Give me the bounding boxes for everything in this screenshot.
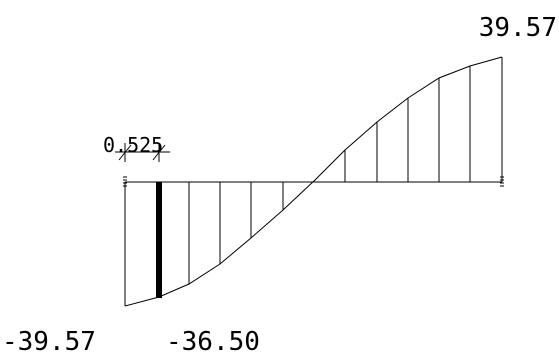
max-value-label: 39.57 (479, 13, 557, 43)
hatch-lines (188, 66, 471, 284)
section-marker (156, 182, 162, 298)
section-distance-label: 0.525 (103, 133, 163, 157)
dimension-line (115, 143, 170, 162)
min-value-label: -39.57 (2, 327, 96, 354)
section-value-label: -36.50 (166, 327, 260, 354)
